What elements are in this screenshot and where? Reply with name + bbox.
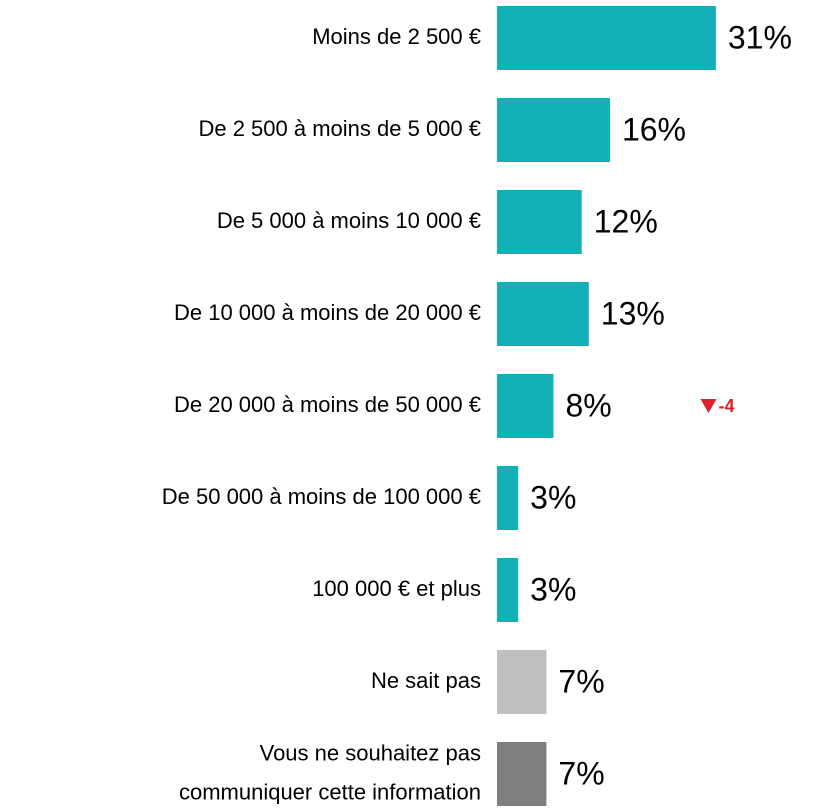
bar <box>497 282 589 346</box>
bar <box>497 374 554 438</box>
value-label: 8% <box>565 387 611 423</box>
category-label: De 10 000 à moins de 20 000 € <box>174 300 481 325</box>
bar <box>497 190 582 254</box>
category-label: De 2 500 à moins de 5 000 € <box>198 116 481 141</box>
value-label: 12% <box>594 203 658 239</box>
category-label-line: Vous ne souhaitez pas <box>260 740 481 765</box>
bar <box>497 742 547 806</box>
bar <box>497 650 547 714</box>
value-label: 16% <box>622 111 686 147</box>
category-label: De 20 000 à moins de 50 000 € <box>174 392 481 417</box>
category-label-line: communiquer cette information <box>179 779 481 804</box>
bar <box>497 466 519 530</box>
category-label: Moins de 2 500 € <box>312 24 481 49</box>
change-label: -4 <box>718 396 734 416</box>
category-label: 100 000 € et plus <box>312 576 481 601</box>
value-label: 7% <box>558 755 604 791</box>
value-label: 3% <box>530 571 576 607</box>
value-label: 3% <box>530 479 576 515</box>
bar <box>497 558 519 622</box>
value-label: 7% <box>558 663 604 699</box>
bar <box>497 6 716 70</box>
category-label: Ne sait pas <box>371 668 481 693</box>
value-label: 31% <box>728 19 792 55</box>
category-label: Vous ne souhaitez pas communiquer cette i… <box>179 740 481 804</box>
value-label: 13% <box>601 295 665 331</box>
category-label: De 50 000 à moins de 100 000 € <box>162 484 481 509</box>
category-label: De 5 000 à moins 10 000 € <box>217 208 481 233</box>
change-arrow <box>700 399 717 413</box>
bar <box>497 98 610 162</box>
